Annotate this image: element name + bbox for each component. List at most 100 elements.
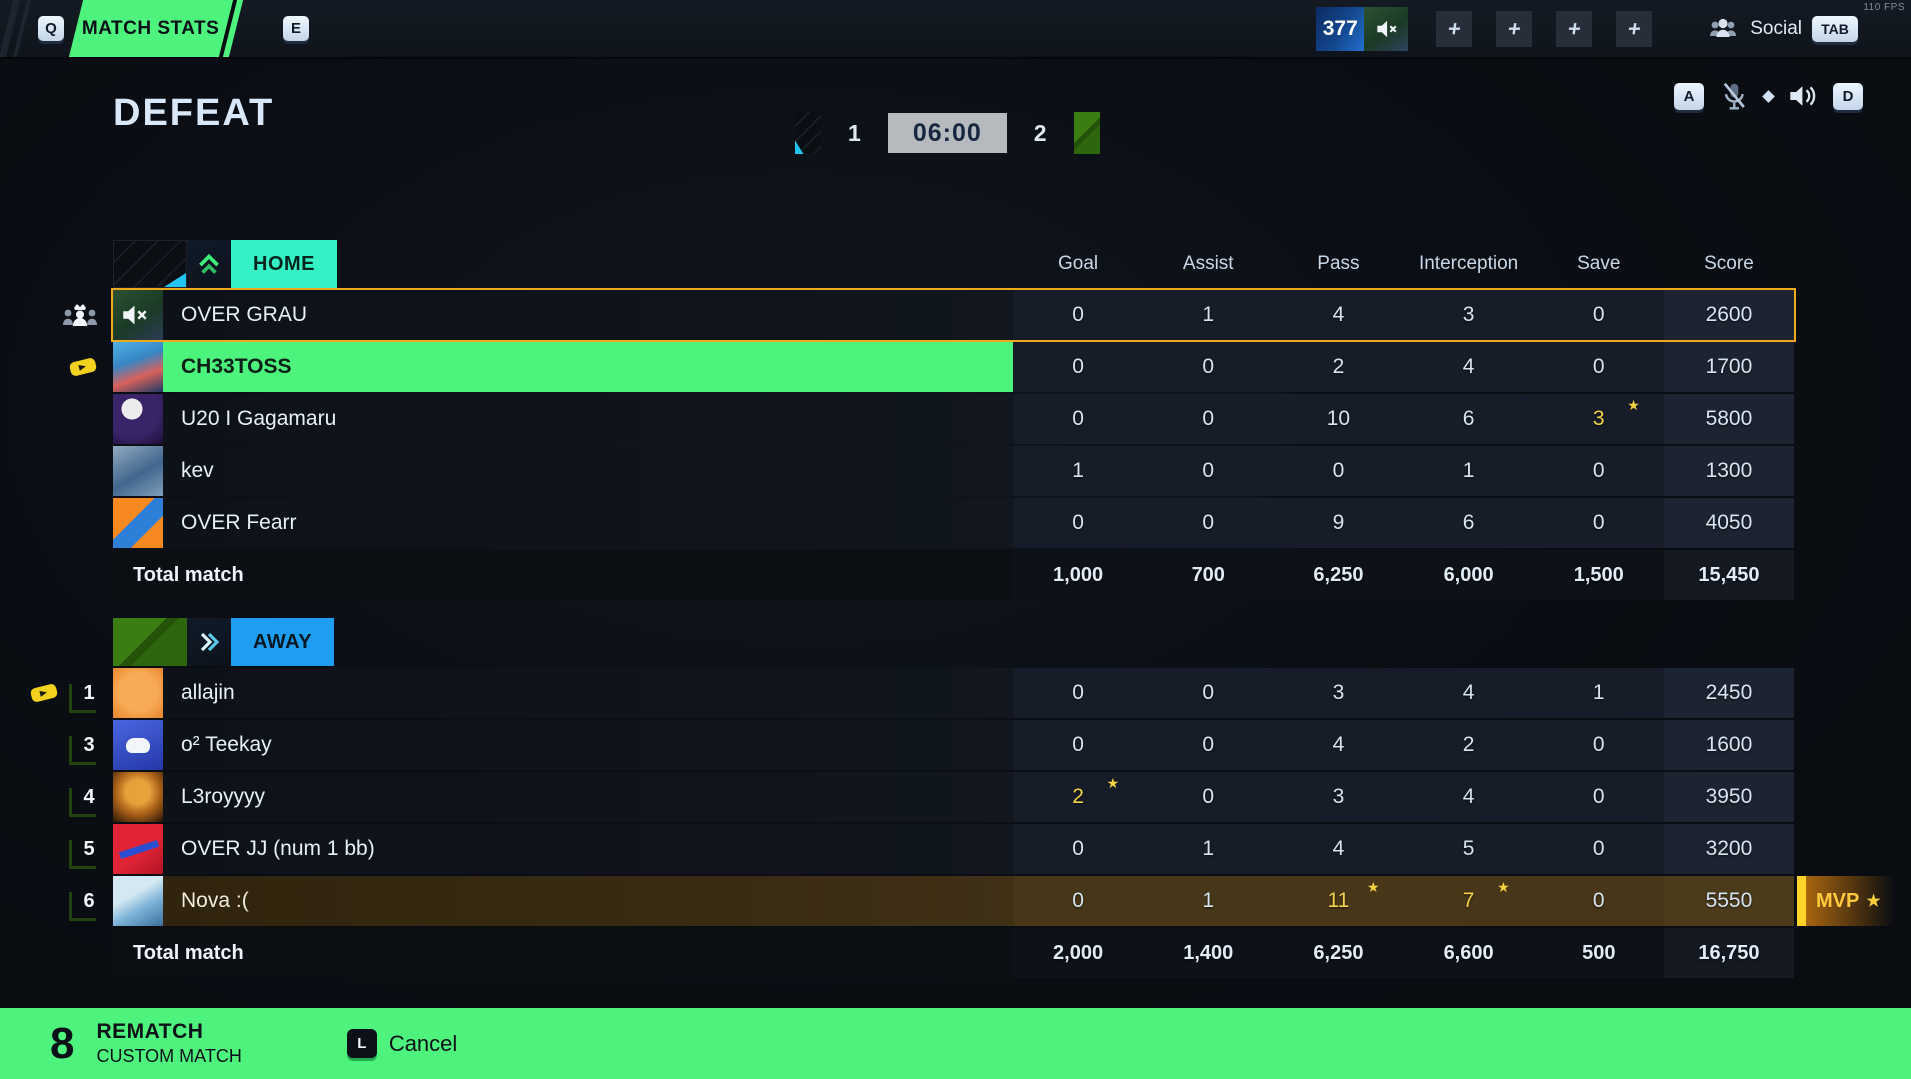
- separator-diamond-icon: [1762, 89, 1775, 103]
- stat-assist: 0: [1143, 498, 1274, 548]
- stat-goal: 0: [1013, 720, 1144, 770]
- total-pass: 6,250: [1273, 928, 1404, 978]
- player-number: 5: [69, 838, 100, 869]
- table-row[interactable]: CH33TOSS 0 0 2 4 0 1700: [25, 342, 1795, 392]
- chevrons-up-icon: [199, 253, 219, 274]
- speaker-icon[interactable]: [1788, 82, 1818, 110]
- stat-score: 5550: [1663, 876, 1795, 926]
- stat-interception: 5: [1403, 824, 1534, 874]
- total-goal: 2,000: [1013, 928, 1144, 978]
- player-name: allajin: [163, 668, 1013, 718]
- stat-assist: 1: [1143, 290, 1274, 340]
- star-icon: [1367, 879, 1380, 896]
- total-score: 15,450: [1663, 550, 1795, 600]
- muted-speaker-icon: [1377, 20, 1397, 37]
- captain-armband-icon: [69, 358, 97, 376]
- stat-pass: 4: [1273, 824, 1404, 874]
- people-icon: [1710, 18, 1737, 37]
- party-widget[interactable]: 377: [1316, 6, 1409, 51]
- player-name: L3royyyy: [163, 772, 1013, 822]
- stat-assist: 0: [1143, 720, 1274, 770]
- stat-save: 1: [1533, 668, 1664, 718]
- invite-slot-button[interactable]: +: [1496, 10, 1533, 47]
- stat-pass: 9: [1273, 498, 1404, 548]
- plus-icon: +: [1446, 15, 1463, 41]
- total-label: Total match: [113, 550, 1013, 600]
- stat-interception: 2: [1403, 720, 1534, 770]
- stat-interception: 4: [1403, 772, 1534, 822]
- star-icon: [1627, 397, 1640, 414]
- home-team-flag: [113, 240, 187, 288]
- table-row[interactable]: 1 allajin 0 0 3 4 1 2450: [25, 668, 1795, 718]
- stat-save: 0: [1533, 290, 1664, 340]
- stat-assist: 0: [1143, 668, 1274, 718]
- invite-slot-button[interactable]: +: [1616, 10, 1653, 47]
- stat-save: 3: [1533, 394, 1664, 444]
- stat-score: 3200: [1663, 824, 1795, 874]
- bottom-action-bar[interactable]: 8 REMATCH CUSTOM MATCH L Cancel: [0, 1008, 1911, 1079]
- table-row[interactable]: 3 o² Teekay 0 0 4 2 0 1600: [25, 720, 1795, 770]
- home-team-logo: [187, 240, 231, 288]
- away-team-flag: [1073, 112, 1100, 154]
- stat-save: 0: [1533, 446, 1664, 496]
- stat-goal: 0: [1013, 668, 1144, 718]
- stat-save: 0: [1533, 720, 1664, 770]
- stat-interception: 3: [1403, 290, 1534, 340]
- stat-score: 1700: [1663, 342, 1795, 392]
- plus-icon: +: [1626, 15, 1643, 41]
- player-avatar: [113, 446, 163, 496]
- table-row[interactable]: kev 1 0 0 1 0 1300: [25, 446, 1795, 496]
- scoreline: 1 06:00 2: [795, 112, 1100, 154]
- stat-score: 2450: [1663, 668, 1795, 718]
- invite-slot-button[interactable]: +: [1436, 10, 1473, 47]
- stat-interception: 6: [1403, 498, 1534, 548]
- mvp-label: MVP: [1816, 889, 1860, 912]
- rematch-keycap[interactable]: 8: [50, 1018, 75, 1068]
- table-row[interactable]: OVER GRAU 0 1 4 3 0 2600: [25, 290, 1795, 340]
- stat-pass: 2: [1273, 342, 1404, 392]
- table-row[interactable]: U20 I Gagamaru 0 0 10 6 3 5800: [25, 394, 1795, 444]
- prev-tab-keycap[interactable]: Q: [38, 16, 64, 41]
- total-assist: 1,400: [1143, 928, 1274, 978]
- total-interception: 6,000: [1403, 550, 1534, 600]
- table-row[interactable]: OVER Fearr 0 0 9 6 0 4050: [25, 498, 1795, 548]
- stat-save: 0: [1533, 824, 1664, 874]
- cancel-button[interactable]: L Cancel: [346, 1029, 458, 1058]
- total-pass: 6,250: [1273, 550, 1404, 600]
- table-row[interactable]: 4 L3royyyy 2 0 3 4 0 3950: [25, 772, 1795, 822]
- column-header-interception: Interception: [1418, 253, 1519, 274]
- mic-muted-icon[interactable]: [1719, 80, 1749, 112]
- next-tab-keycap[interactable]: E: [283, 16, 309, 41]
- invite-slot-button[interactable]: +: [1556, 10, 1593, 47]
- table-row[interactable]: 5 OVER JJ (num 1 bb) 0 1 4 5 0 3200: [25, 824, 1795, 874]
- player-avatar: [113, 824, 163, 874]
- player-number: 4: [69, 786, 100, 817]
- party-member-avatar: [1364, 6, 1409, 51]
- social-button[interactable]: Social TAB: [1706, 15, 1858, 42]
- stat-interception: 6: [1403, 394, 1534, 444]
- push-to-talk-keycap[interactable]: A: [1674, 82, 1704, 110]
- chevrons-right-icon: [200, 632, 220, 652]
- stat-score: 3950: [1663, 772, 1795, 822]
- top-bar: Q MATCH STATS E 110 FPS 377 + + + +: [0, 0, 1911, 59]
- table-row[interactable]: 6 Nova :( 0 1 11 7 0 5550 MVP: [25, 876, 1895, 926]
- cancel-label: Cancel: [388, 1030, 458, 1056]
- social-keycap: TAB: [1812, 15, 1858, 42]
- column-header-assist: Assist: [1182, 253, 1234, 274]
- mvp-badge: MVP: [1797, 876, 1895, 926]
- column-header-goal: Goal: [1058, 253, 1099, 274]
- away-team-label: AWAY: [231, 618, 335, 666]
- player-name: OVER GRAU: [163, 290, 1013, 340]
- tab-match-stats[interactable]: MATCH STATS: [68, 0, 234, 57]
- stat-pass: 3: [1273, 668, 1404, 718]
- plus-icon: +: [1506, 15, 1523, 41]
- away-team-logo: [187, 618, 231, 666]
- party-score-badge: 377: [1316, 6, 1365, 51]
- voice-keycap[interactable]: D: [1833, 82, 1863, 110]
- column-headers: Goal Assist Pass Interception Save Score: [1013, 240, 1794, 288]
- total-score: 16,750: [1663, 928, 1795, 978]
- stat-assist: 1: [1143, 824, 1274, 874]
- match-timer: 06:00: [887, 113, 1007, 153]
- total-save: 500: [1533, 928, 1664, 978]
- party-leader-icon: [63, 304, 97, 326]
